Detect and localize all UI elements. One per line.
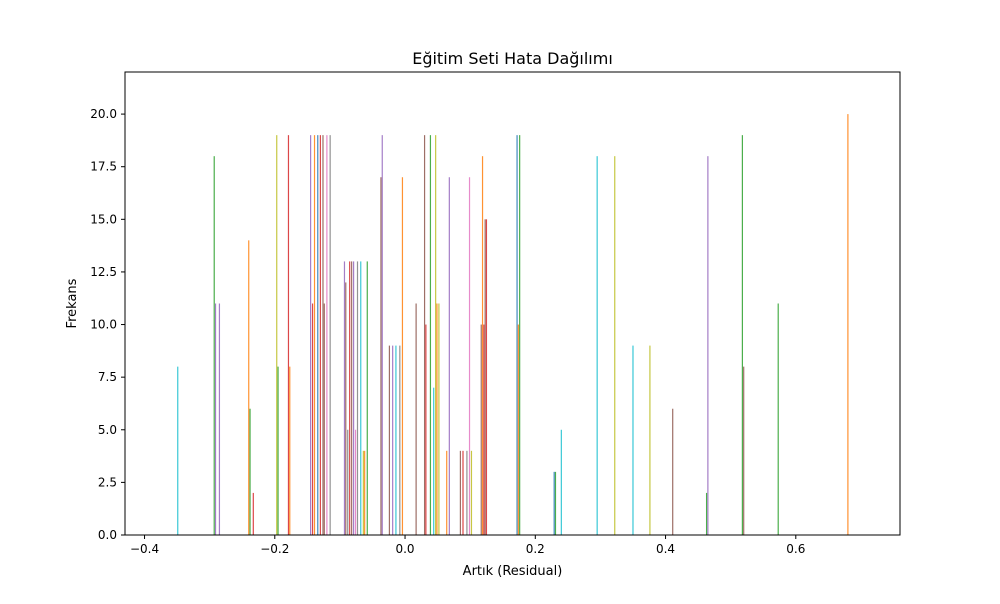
histogram-bar <box>415 303 417 535</box>
histogram-bar <box>470 450 473 535</box>
histogram-bar <box>649 345 651 535</box>
histogram-bar <box>423 135 426 535</box>
x-tick-label: 0.6 <box>786 542 805 556</box>
y-tick-label: 2.5 <box>98 475 117 489</box>
histogram-bar <box>425 324 427 535</box>
histogram-bar <box>462 450 464 535</box>
histogram-bar <box>249 408 251 535</box>
histogram-bar <box>214 303 217 535</box>
x-tick-label: 0.4 <box>656 542 675 556</box>
histogram-bar <box>446 450 448 535</box>
x-axis-label: Artık (Residual) <box>463 564 563 579</box>
histogram-bar <box>554 471 557 535</box>
histogram-bar <box>213 156 215 535</box>
histogram-bar <box>436 303 438 535</box>
histogram-bar <box>319 135 321 535</box>
chart-title: Eğitim Seti Hata Dağılımı <box>412 49 613 68</box>
histogram-bar <box>351 261 353 535</box>
histogram-bar <box>847 114 849 535</box>
histogram-bar <box>468 177 471 536</box>
histogram-bar <box>517 324 519 535</box>
y-tick-label: 7.5 <box>98 370 117 384</box>
histogram-bar <box>484 219 486 535</box>
histogram-bar <box>459 450 461 535</box>
histogram-bar <box>519 135 521 535</box>
bars-layer <box>177 114 849 536</box>
histogram-bar <box>433 387 435 535</box>
histogram-bar <box>483 324 485 535</box>
histogram-bar <box>466 450 468 535</box>
histogram-bar <box>248 240 250 536</box>
histogram-bar <box>516 135 518 535</box>
histogram-bar <box>287 135 290 535</box>
histogram-bar <box>322 135 324 535</box>
y-tick-label: 12.5 <box>90 265 117 279</box>
histogram-bar <box>395 345 397 535</box>
histogram-bar <box>741 135 743 535</box>
histogram-bar <box>323 303 325 535</box>
histogram-bar <box>401 177 404 536</box>
histogram-bar <box>380 177 382 536</box>
y-tick-label: 5.0 <box>98 423 117 437</box>
histogram-bar <box>672 408 674 535</box>
histogram-bar <box>289 366 291 535</box>
histogram-bar <box>354 429 357 535</box>
histogram-bar <box>310 135 312 535</box>
histogram-bar <box>705 492 708 535</box>
histogram-bar <box>435 135 437 535</box>
histogram-bar <box>553 471 555 535</box>
histogram-bar <box>707 156 709 535</box>
histogram-bar <box>356 261 359 535</box>
histogram-bar <box>360 261 362 535</box>
histogram-bar <box>364 450 366 535</box>
histogram-bar <box>218 303 221 535</box>
histogram-bar <box>311 303 314 535</box>
histogram-bar <box>362 450 364 535</box>
x-tick-label: −0.4 <box>130 542 159 556</box>
histogram-bar <box>329 135 331 535</box>
histogram-bar <box>448 177 450 536</box>
histogram-bar <box>345 282 347 535</box>
histogram-bar <box>177 366 179 535</box>
histogram-bar <box>276 135 278 535</box>
histogram-bar <box>429 135 432 535</box>
ticks-layer: −0.4 −0.2 0.0 0.2 0.4 0.6 0.0 2.5 5.0 7.5 10.0 12.5… <box>90 107 805 556</box>
y-tick-label: 0.0 <box>98 528 117 542</box>
y-tick-label: 17.5 <box>90 160 117 174</box>
histogram-bar <box>596 156 598 535</box>
x-tick-label: −0.2 <box>260 542 289 556</box>
histogram-bar <box>632 345 634 535</box>
histogram-bar <box>392 345 394 535</box>
histogram-bar <box>381 135 383 535</box>
histogram-bar <box>252 492 254 535</box>
histogram-bar <box>349 261 351 535</box>
histogram-bar <box>481 156 484 535</box>
histogram-bar <box>743 366 745 535</box>
histogram-bar <box>485 219 488 535</box>
histogram-bar <box>366 261 368 535</box>
y-tick-label: 10.0 <box>90 318 117 332</box>
histogram-bar <box>560 429 562 535</box>
y-tick-label: 20.0 <box>90 107 117 121</box>
histogram-bar <box>614 156 616 535</box>
histogram-bar <box>313 135 316 535</box>
histogram-bar <box>352 261 355 535</box>
histogram-bar <box>343 261 346 535</box>
histogram-bar <box>438 303 440 535</box>
histogram-bar <box>399 345 401 535</box>
x-tick-label: 0.0 <box>395 542 414 556</box>
histogram-bar <box>277 366 279 535</box>
histogram-bar <box>347 429 349 535</box>
plot-frame <box>124 71 901 536</box>
x-tick-label: 0.2 <box>526 542 545 556</box>
histogram-bar <box>326 135 328 535</box>
histogram-bar <box>388 345 391 535</box>
y-tick-label: 15.0 <box>90 212 117 226</box>
histogram-bar <box>777 303 779 535</box>
histogram-bar <box>317 135 319 535</box>
histogram-bar <box>480 324 482 535</box>
y-axis-label: Frekans <box>65 278 80 328</box>
